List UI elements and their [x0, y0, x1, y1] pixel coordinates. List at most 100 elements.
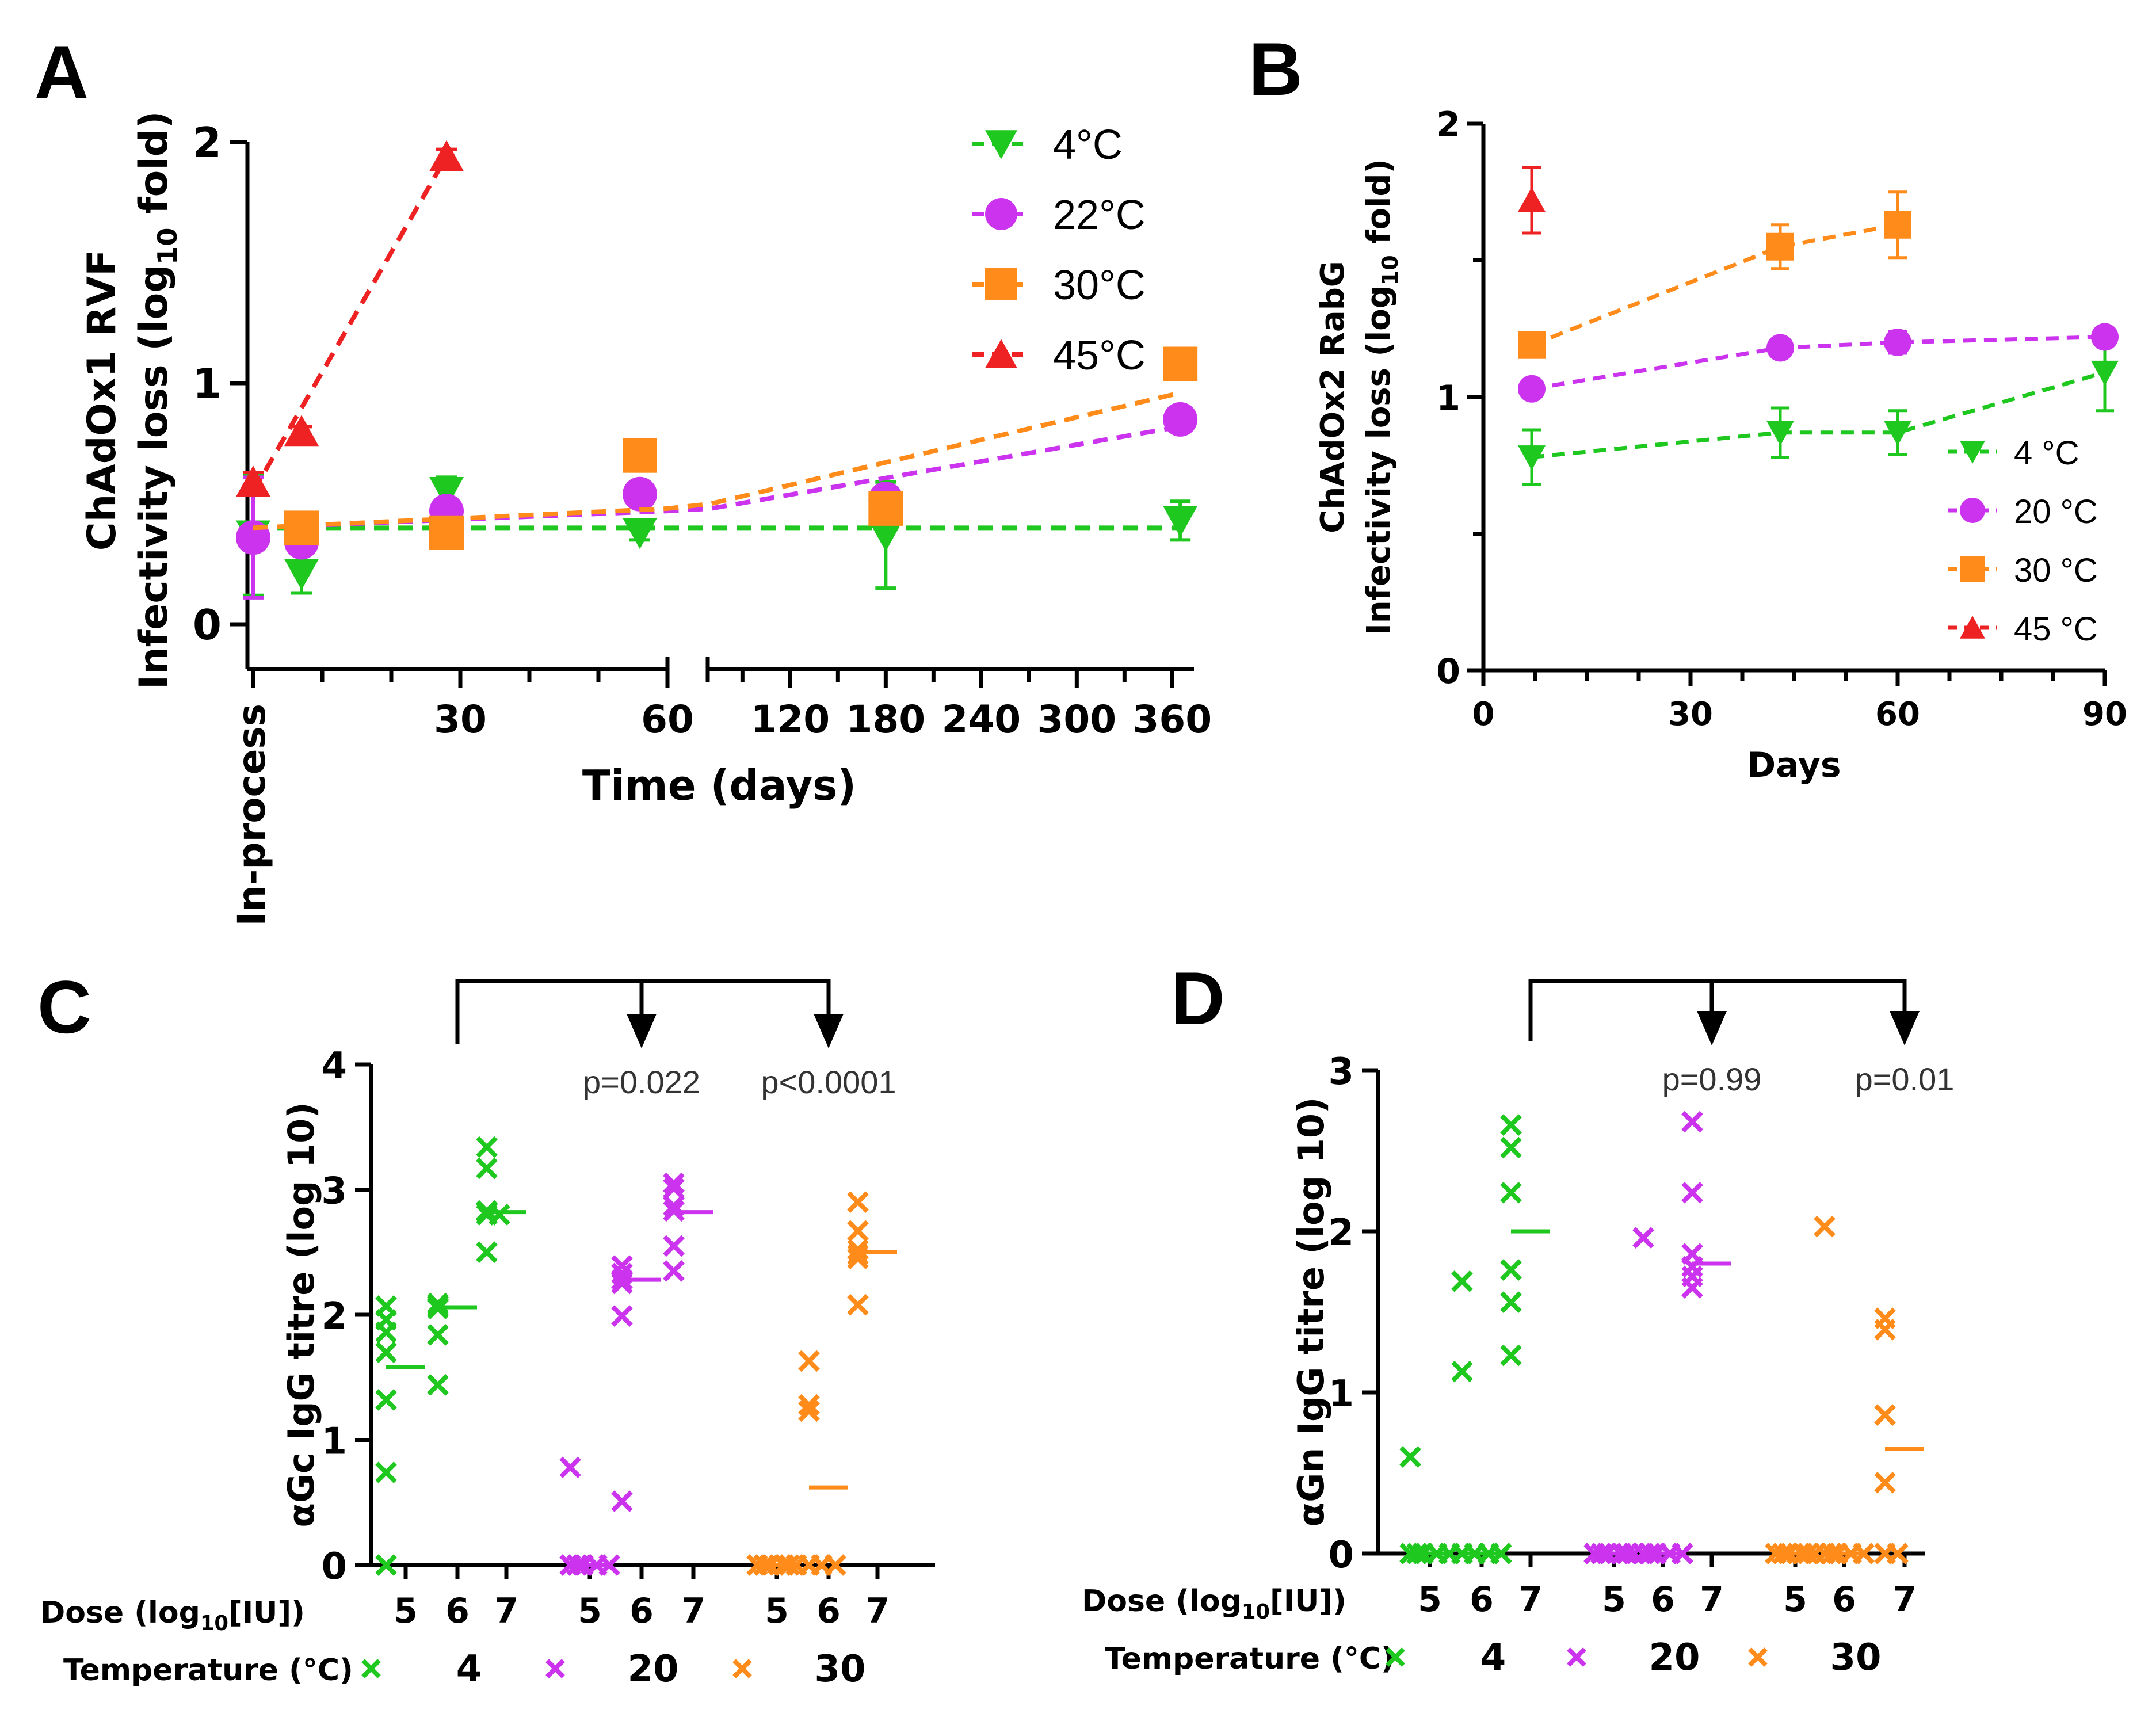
- dose-label: 5: [394, 1591, 418, 1631]
- data-point: [611, 1490, 633, 1512]
- data-point: [1681, 1277, 1703, 1299]
- comparison-arrowhead: [627, 1014, 657, 1048]
- dose-label: 6: [1470, 1579, 1494, 1620]
- x-axis-title: Days: [1747, 745, 1841, 785]
- dose-label: 6: [1832, 1579, 1856, 1620]
- y-axis-title-line2: Infectivity loss (log10 fold): [131, 111, 183, 690]
- data-point: [1500, 1291, 1522, 1314]
- data-point: [559, 1456, 581, 1479]
- data-point: [1500, 1259, 1522, 1281]
- data-point: [663, 1177, 685, 1200]
- data-point-30°C: [284, 510, 319, 545]
- temperature-legend-label: 4: [1480, 1636, 1506, 1679]
- legend-marker-4 °C: [1960, 441, 1985, 464]
- data-point: [611, 1272, 633, 1295]
- data-point: [611, 1305, 633, 1327]
- data-point: [1887, 1543, 1909, 1564]
- data-point: [663, 1260, 685, 1282]
- temperature-legend-marker: [361, 1659, 381, 1678]
- x-tick-label: 360: [1132, 697, 1212, 742]
- data-point-4°C: [284, 559, 319, 590]
- legend-label: 20 °C: [2014, 493, 2098, 531]
- legend-label: 45 °C: [2014, 610, 2098, 648]
- panel-a-chart: 0 1 2 30 60 120 180 240 300 360 In-process Time (da…: [79, 111, 1212, 926]
- x-tick-label: 90: [2082, 696, 2127, 733]
- data-point-30°C: [429, 515, 464, 550]
- temperature-legend-marker: [1567, 1647, 1586, 1667]
- data-point-4 °C: [1884, 421, 1911, 446]
- data-point-4 °C: [1518, 445, 1546, 471]
- data-point: [375, 1461, 397, 1483]
- data-point: [1399, 1446, 1421, 1468]
- data-point: [798, 1394, 820, 1416]
- data-point: [1632, 1227, 1654, 1249]
- legend-label: 30°C: [1053, 262, 1146, 308]
- dose-label: 6: [816, 1591, 841, 1631]
- data-point: [1500, 1344, 1522, 1367]
- data-point-30 °C: [1884, 211, 1911, 239]
- data-point: [1451, 1360, 1473, 1383]
- legend-label: 22°C: [1053, 192, 1146, 238]
- data-point-30 °C: [1518, 331, 1546, 359]
- temperature-legend-marker: [1748, 1647, 1768, 1667]
- data-point-30°C: [1163, 346, 1198, 381]
- data-point-4°C: [1163, 506, 1198, 537]
- dose-row-title: Dose (log10[IU]): [1082, 1584, 1346, 1624]
- series-line-4 °C: [1531, 370, 2105, 459]
- legend-label: 45°C: [1053, 333, 1146, 379]
- dose-label: 6: [629, 1591, 654, 1631]
- data-point-30 °C: [1766, 232, 1794, 261]
- temperature-legend-label: 30: [1830, 1636, 1881, 1679]
- temperature-legend-label: 4: [456, 1648, 482, 1691]
- y-tick-label: 1: [1328, 1373, 1354, 1415]
- dose-label: 6: [445, 1591, 470, 1631]
- data-point: [847, 1293, 869, 1316]
- dose-label: 5: [765, 1591, 789, 1631]
- legend-marker-30 °C: [1960, 556, 1985, 582]
- y-tick-label: 4: [321, 1045, 347, 1087]
- temperature-legend-label: 30: [814, 1648, 865, 1691]
- legend-marker-20 °C: [1960, 498, 1985, 523]
- data-point: [825, 1554, 846, 1576]
- fit-line-45°C: [251, 155, 449, 493]
- data-point-45 °C: [1518, 187, 1546, 212]
- x-tick-label: 30: [1668, 696, 1713, 733]
- data-point-4 °C: [2091, 360, 2119, 386]
- dose-row-title: Dose (log10[IU]): [40, 1596, 305, 1635]
- data-point: [847, 1191, 869, 1214]
- data-point: [1681, 1111, 1703, 1133]
- y-tick-label: 3: [1328, 1051, 1354, 1093]
- y-tick-label: 0: [321, 1546, 347, 1588]
- x-tick-label: 300: [1037, 697, 1116, 742]
- data-point-20 °C: [1884, 329, 1911, 356]
- data-point: [1874, 1404, 1896, 1426]
- category-label-in-process: In-process: [230, 704, 274, 926]
- panel-label-d: D: [1171, 956, 1225, 1040]
- dose-label: 5: [1783, 1579, 1807, 1620]
- p-value-label: p=0.01: [1855, 1061, 1955, 1097]
- y-tick-label: 0: [1436, 651, 1460, 692]
- y-axis-title: αGn IgG titre (log 10): [1290, 1097, 1332, 1527]
- data-point-20 °C: [2091, 323, 2119, 351]
- legend-label: 4 °C: [2014, 434, 2079, 472]
- data-point: [1500, 1136, 1522, 1159]
- dose-label: 7: [1892, 1579, 1917, 1620]
- p-value-label: p<0.0001: [761, 1064, 896, 1100]
- data-point: [489, 1204, 510, 1226]
- y-axis-title-line2: Infectivity loss (log10 fold): [1360, 159, 1403, 635]
- data-point: [1814, 1215, 1836, 1238]
- p-value-label: p=0.99: [1662, 1061, 1762, 1097]
- data-point: [663, 1172, 685, 1195]
- data-point: [375, 1341, 397, 1364]
- y-axis-title: αGc IgG titre (log 10): [280, 1102, 322, 1527]
- x-tick-label: 60: [641, 697, 694, 742]
- legend-marker-45 °C: [1960, 616, 1985, 639]
- y-tick-label: 1: [193, 360, 222, 408]
- data-point: [1874, 1471, 1896, 1494]
- comparison-arrowhead: [1697, 1011, 1727, 1045]
- legend-marker-22°C: [985, 198, 1017, 230]
- temperature-row-title: Temperature (°C): [1105, 1642, 1395, 1676]
- data-point-22°C: [1163, 402, 1198, 437]
